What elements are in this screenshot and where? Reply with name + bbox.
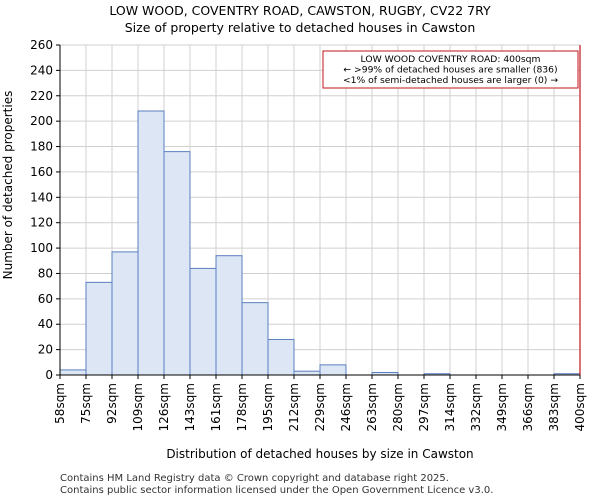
histogram-bar xyxy=(111,251,139,376)
y-axis-label: Number of detached properties xyxy=(1,91,15,280)
x-tick-label: 366sqm xyxy=(521,383,535,431)
y-tick-label: 40 xyxy=(38,317,53,331)
y-tick-label: 240 xyxy=(30,63,53,77)
y-tick-label: 80 xyxy=(38,266,53,280)
x-tick-label: 178sqm xyxy=(235,383,249,431)
histogram-bar xyxy=(85,281,113,376)
y-tick-label: 120 xyxy=(30,216,53,230)
x-tick-label: 246sqm xyxy=(339,383,353,431)
y-tick-label: 200 xyxy=(30,114,53,128)
chart-title: LOW WOOD, COVENTRY ROAD, CAWSTON, RUGBY,… xyxy=(109,3,491,18)
y-tick-label: 140 xyxy=(30,190,53,204)
y-tick-label: 260 xyxy=(30,38,53,52)
histogram-bar xyxy=(189,267,217,376)
histogram-bar xyxy=(241,302,269,376)
y-tick-label: 100 xyxy=(30,241,53,255)
histogram-bar xyxy=(293,370,321,376)
histogram-bar xyxy=(319,364,347,376)
histogram-bar xyxy=(59,369,87,376)
footer-licence: Contains public sector information licen… xyxy=(60,485,494,496)
histogram-bar xyxy=(267,338,295,376)
x-tick-label: 280sqm xyxy=(391,383,405,431)
x-tick-label: 229sqm xyxy=(313,383,327,431)
x-tick-label: 109sqm xyxy=(131,383,145,431)
x-tick-label: 383sqm xyxy=(547,383,561,431)
x-tick-label: 126sqm xyxy=(157,383,171,431)
x-tick-label: 75sqm xyxy=(79,383,93,424)
histogram-bar xyxy=(215,255,243,376)
annotation-line: LOW WOOD COVENTRY ROAD: 400sqm xyxy=(361,54,541,65)
x-tick-label: 58sqm xyxy=(53,383,67,424)
x-tick-label: 297sqm xyxy=(417,383,431,431)
x-tick-label: 195sqm xyxy=(261,383,275,431)
x-tick-label: 332sqm xyxy=(469,383,483,431)
annotation-line: <1% of semi-detached houses are larger (… xyxy=(343,75,558,86)
y-tick-label: 160 xyxy=(30,165,53,179)
histogram-bar xyxy=(137,110,165,376)
annotation-box xyxy=(322,50,579,89)
y-tick-label: 0 xyxy=(45,368,53,382)
x-tick-label: 349sqm xyxy=(495,383,509,431)
x-tick-label: 161sqm xyxy=(209,383,223,431)
x-axis-label: Distribution of detached houses by size … xyxy=(166,447,473,461)
annotation-line: ← >99% of detached houses are smaller (8… xyxy=(343,65,557,76)
y-tick-label: 180 xyxy=(30,140,53,154)
footer-copyright: Contains HM Land Registry data © Crown c… xyxy=(60,473,449,484)
x-tick-label: 92sqm xyxy=(105,383,119,424)
histogram-bar xyxy=(163,151,191,376)
x-tick-label: 212sqm xyxy=(287,383,301,431)
y-tick-label: 20 xyxy=(38,343,53,357)
y-tick-label: 60 xyxy=(38,292,53,306)
y-tick-label: 220 xyxy=(30,89,53,103)
x-tick-label: 143sqm xyxy=(183,383,197,431)
x-tick-label: 263sqm xyxy=(365,383,379,431)
x-tick-label: 400sqm xyxy=(573,383,587,431)
x-tick-label: 314sqm xyxy=(443,383,457,431)
chart-subtitle: Size of property relative to detached ho… xyxy=(124,20,476,35)
